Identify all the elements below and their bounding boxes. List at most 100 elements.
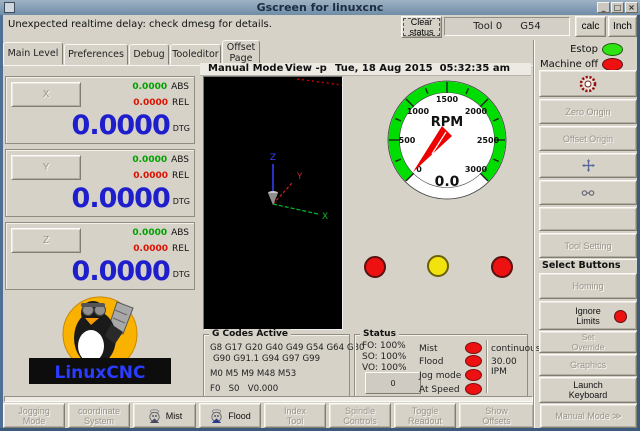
- set-override-button[interactable]: Set Override: [539, 331, 637, 353]
- view-label: View -p: [285, 63, 327, 74]
- close-icon[interactable]: ×: [625, 2, 638, 13]
- mist-spray-icon: [149, 408, 160, 423]
- maximize-icon[interactable]: □: [611, 2, 624, 13]
- flood-button[interactable]: Flood: [199, 403, 261, 428]
- dtg-label: DTG: [172, 124, 190, 133]
- jog-mode-led: [465, 369, 482, 381]
- mist-button-label: Mist: [165, 410, 183, 421]
- viewer-header: Manual Mode View -p Tue, 18 Aug 2015 05:…: [200, 63, 531, 76]
- gauge-tick-0: 0: [416, 165, 422, 174]
- center-indicator-led: [427, 255, 449, 277]
- flood-spray-icon: [211, 408, 222, 423]
- gauge-label: RPM: [431, 115, 463, 130]
- at-speed-led: [465, 383, 482, 395]
- tab-tooleditor[interactable]: Tooleditor: [170, 44, 221, 65]
- gcodes-line-2: G90 G91.1 G94 G97 G99: [213, 354, 321, 364]
- homing-button[interactable]: Homing: [539, 273, 637, 299]
- tab-debug[interactable]: Debug: [129, 44, 169, 65]
- override-spinbox[interactable]: 0: [365, 372, 421, 394]
- window-border-left: [0, 15, 3, 431]
- z-abs-value: 0.0000: [132, 228, 168, 238]
- feed-override: FO: 100%: [362, 341, 406, 351]
- x-axis-label: X: [322, 212, 328, 222]
- launch-keyboard-button[interactable]: Launch Keyboard: [539, 377, 637, 403]
- tab-offset-page[interactable]: Offset Page: [222, 40, 260, 65]
- mist-led: [465, 342, 482, 354]
- y-axis-label: Y: [296, 172, 303, 182]
- rel-label: REL: [172, 98, 189, 108]
- index-tool-button[interactable]: Index Tool: [264, 403, 326, 428]
- spindle-override: SO: 100%: [362, 352, 407, 362]
- gcodes-line-1: G8 G17 G20 G40 G49 G54 G64 G80: [210, 343, 365, 353]
- jogging-mode-button[interactable]: Jogging Mode: [3, 403, 65, 428]
- titlebar[interactable]: Gscreen for linuxcnc _ □ ×: [0, 0, 640, 15]
- abs-label: ABS: [171, 82, 189, 92]
- coordinate-system-button[interactable]: coordinate System: [68, 403, 130, 428]
- jog-mode-value: continuous: [491, 344, 541, 354]
- toggle-readout-button[interactable]: Toggle Readout: [394, 403, 456, 428]
- z-rel-value: 0.0000: [133, 244, 169, 254]
- coord-system: G54: [520, 21, 541, 32]
- right-indicator-led: [491, 256, 513, 278]
- rel-label: REL: [172, 244, 189, 254]
- z-dtg-value: 0.0000: [71, 256, 171, 287]
- axis-x-button[interactable]: X: [11, 82, 81, 107]
- machine-power-icon: [579, 75, 597, 92]
- manual-mode-button[interactable]: Manual Mode ≫: [540, 404, 637, 428]
- window-border-right: [637, 15, 640, 431]
- zero-origin-button[interactable]: Zero Origin: [539, 99, 637, 124]
- flood-led: [465, 355, 482, 367]
- left-indicator-led: [364, 256, 386, 278]
- velocity-override: VO: 100%: [362, 363, 407, 373]
- units-button[interactable]: Inch: [608, 16, 637, 37]
- tab-main-level[interactable]: Main Level: [3, 42, 63, 65]
- tab-preferences[interactable]: Preferences: [64, 44, 128, 65]
- jog-rate-value: 30.00 IPM: [491, 357, 517, 377]
- machine-off-label: Machine off: [539, 59, 598, 70]
- x-abs-value: 0.0000: [132, 82, 168, 92]
- flood-button-label: Flood: [228, 410, 251, 421]
- linuxcnc-logo: LinuxCNC: [29, 296, 171, 384]
- gremlin-3d-view[interactable]: Z Y X: [203, 76, 343, 330]
- mode-label: Manual Mode: [208, 63, 284, 74]
- show-offsets-button[interactable]: Show Offsets: [459, 403, 534, 428]
- x-dtg-value: 0.0000: [71, 110, 171, 141]
- minimize-icon[interactable]: _: [597, 2, 610, 13]
- spindle-controls-button[interactable]: Spindle Controls: [329, 403, 391, 428]
- spare-button[interactable]: [539, 207, 637, 231]
- dro-frame-z: Z 0.0000 ABS 0.0000 REL 0.0000 DTG: [5, 222, 195, 290]
- mist-led-label: Mist: [419, 344, 438, 354]
- status-frame: Status FO: 100% SO: 100% VO: 100% 0 Mist…: [354, 329, 541, 398]
- gauge-tick-3000: 3000: [465, 165, 488, 174]
- offset-origin-button[interactable]: Offset Origin: [539, 126, 637, 151]
- clear-status-button[interactable]: Clear status: [401, 16, 442, 38]
- gcodes-title: G Codes Active: [209, 329, 292, 339]
- mcodes-line: M0 M5 M9 M48 M53: [210, 369, 297, 379]
- tool-setting-button[interactable]: Tool Setting: [539, 233, 637, 258]
- ignore-limits-label: Ignore Limits: [575, 305, 601, 326]
- caliper-tool-icon: [581, 189, 595, 196]
- window-border-bottom: [0, 428, 640, 431]
- at-speed-led-label: At Speed: [419, 385, 460, 395]
- realtime-delay-message: Unexpected realtime delay: check dmesg f…: [8, 19, 272, 30]
- mist-button[interactable]: Mist: [133, 403, 196, 428]
- x-rel-value: 0.0000: [133, 98, 169, 108]
- calc-button[interactable]: calc: [575, 16, 606, 37]
- tool-touchoff-button[interactable]: [539, 180, 637, 205]
- axis-z-button[interactable]: Z: [11, 228, 81, 253]
- machine-power-button[interactable]: [539, 70, 637, 97]
- graphics-button[interactable]: Graphics: [539, 354, 637, 376]
- move-to-origin-button[interactable]: [539, 153, 637, 178]
- right-panel-divider: [533, 40, 535, 428]
- tool-coord-display: Tool 0 G54: [444, 17, 570, 36]
- ignore-limits-button[interactable]: Ignore Limits: [539, 301, 637, 330]
- select-buttons-title: Select Buttons: [539, 259, 637, 271]
- rel-label: REL: [172, 171, 189, 181]
- spindle-rpm-gauge: 0 500 1000 1500 2000 2500 3000 RPM 0.0: [387, 80, 507, 200]
- tool-number: Tool 0: [473, 21, 503, 32]
- axis-y-button[interactable]: Y: [11, 155, 81, 180]
- abs-label: ABS: [171, 155, 189, 165]
- flood-led-label: Flood: [419, 357, 444, 367]
- gauge-tick-1500: 1500: [436, 95, 459, 104]
- window-icon: [4, 2, 15, 13]
